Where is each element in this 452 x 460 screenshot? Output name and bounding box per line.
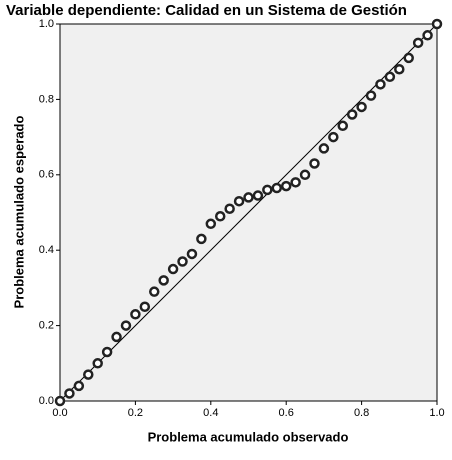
point bbox=[356, 101, 367, 113]
point bbox=[139, 301, 151, 312]
point bbox=[101, 346, 113, 358]
x-tick-label: 0.0 bbox=[52, 407, 67, 419]
point bbox=[271, 182, 283, 194]
x-tick-label: 0.6 bbox=[279, 407, 294, 419]
point bbox=[92, 358, 103, 369]
point bbox=[318, 143, 330, 154]
x-tick-label: 1.0 bbox=[429, 407, 444, 419]
point bbox=[394, 63, 405, 75]
point bbox=[64, 388, 75, 399]
point bbox=[375, 79, 386, 90]
point bbox=[365, 90, 377, 101]
point bbox=[233, 195, 245, 207]
point bbox=[130, 309, 141, 320]
point bbox=[299, 169, 311, 181]
point bbox=[167, 263, 179, 275]
point bbox=[422, 30, 433, 41]
point bbox=[403, 52, 414, 64]
point bbox=[214, 211, 226, 222]
point bbox=[83, 369, 94, 380]
x-tick-label: 0.8 bbox=[354, 407, 369, 419]
point bbox=[54, 395, 66, 407]
point bbox=[158, 275, 169, 286]
point bbox=[290, 177, 301, 188]
x-tick-label: 0.4 bbox=[203, 407, 218, 419]
x-axis-label: Problema acumulado observado bbox=[148, 429, 349, 444]
point bbox=[224, 203, 235, 214]
point bbox=[120, 320, 132, 331]
point bbox=[73, 380, 85, 392]
y-tick-label: 0.0 bbox=[39, 395, 54, 407]
point bbox=[149, 286, 160, 297]
point bbox=[111, 331, 122, 343]
point bbox=[337, 120, 348, 132]
chart-title: Variable dependiente: Calidad en un Sist… bbox=[6, 2, 407, 19]
y-tick-label: 1.0 bbox=[39, 18, 54, 30]
y-axis-label: Problema acumulado esperado bbox=[11, 116, 26, 309]
point bbox=[309, 158, 320, 169]
point bbox=[384, 71, 396, 83]
point bbox=[431, 18, 443, 30]
point bbox=[196, 233, 207, 245]
y-tick-label: 0.6 bbox=[39, 169, 54, 181]
point bbox=[346, 109, 358, 120]
y-tick-label: 0.4 bbox=[39, 244, 54, 256]
point bbox=[177, 256, 188, 267]
point bbox=[186, 248, 198, 260]
point bbox=[328, 131, 339, 143]
x-tick-label: 0.2 bbox=[128, 407, 143, 419]
point bbox=[205, 218, 217, 230]
point bbox=[243, 192, 254, 203]
point bbox=[252, 190, 264, 201]
reference-line bbox=[59, 23, 438, 402]
y-tick-label: 0.8 bbox=[39, 93, 54, 105]
point bbox=[412, 37, 424, 49]
point bbox=[262, 184, 273, 196]
point bbox=[280, 180, 292, 192]
y-tick-label: 0.2 bbox=[39, 320, 54, 332]
